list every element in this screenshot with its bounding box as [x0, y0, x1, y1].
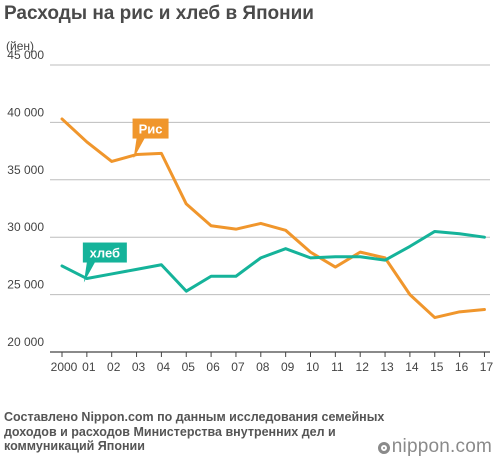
gridlines [50, 64, 490, 353]
series-line-rice [60, 117, 486, 320]
series-label: Рис [139, 122, 163, 137]
y-tick-labels: 20 000 25 000 30 000 35 000 40 000 45 000 [7, 48, 44, 349]
x-tick-label: 02 [107, 360, 121, 374]
x-tick-label: 05 [182, 360, 196, 374]
series-label: хлеб [90, 246, 120, 261]
source-note: Составлено Nippon.com по данным исследов… [4, 410, 385, 453]
series-label-pointer [133, 138, 145, 159]
series-label-box [82, 242, 127, 263]
brand-text: nippon.com [391, 436, 492, 457]
x-tick-label: 13 [380, 360, 394, 374]
x-tick-label: 17 [480, 360, 494, 374]
series-label-pointer [83, 262, 95, 283]
x-tick-label: 2000 [51, 360, 78, 374]
x-tick-label: 08 [256, 360, 270, 374]
x-tick-label: 04 [157, 360, 171, 374]
series-labels: Рис хлеб [82, 118, 169, 283]
x-tick-label: 01 [82, 360, 96, 374]
x-tick-label: 09 [281, 360, 295, 374]
series-label-box [132, 118, 169, 139]
y-tick-label: 20 000 [7, 335, 44, 349]
y-tick-label: 30 000 [7, 220, 44, 234]
x-tick-label: 07 [231, 360, 245, 374]
x-tick-labels: 2000 01 02 03 04 05 06 07 08 09 10 11 12 13 14 15 16 17 [51, 352, 494, 374]
y-axis-unit: (йен) [6, 39, 34, 53]
y-tick-label: 40 000 [7, 105, 44, 119]
x-tick-label: 14 [405, 360, 419, 374]
y-tick-label: 35 000 [7, 163, 44, 177]
series-line-bread [60, 229, 486, 293]
x-tick-label: 11 [331, 360, 344, 374]
x-tick-label: 10 [306, 360, 320, 374]
brand-logo: nippon.com [377, 436, 492, 458]
line-chart: 20 000 25 000 30 000 35 000 40 000 45 000 200… [6, 39, 494, 374]
x-tick-label: 16 [455, 360, 469, 374]
y-tick-label: 45 000 [7, 48, 44, 62]
y-tick-label: 25 000 [7, 278, 44, 292]
x-tick-label: 06 [206, 360, 220, 374]
x-tick-label: 15 [430, 360, 444, 374]
series-lines [60, 117, 486, 320]
x-tick-label: 12 [356, 360, 370, 374]
nippon-logo-icon [377, 442, 390, 454]
chart-title: Расходы на рис и хлеб в Японии [4, 3, 314, 24]
x-tick-label: 03 [132, 360, 146, 374]
